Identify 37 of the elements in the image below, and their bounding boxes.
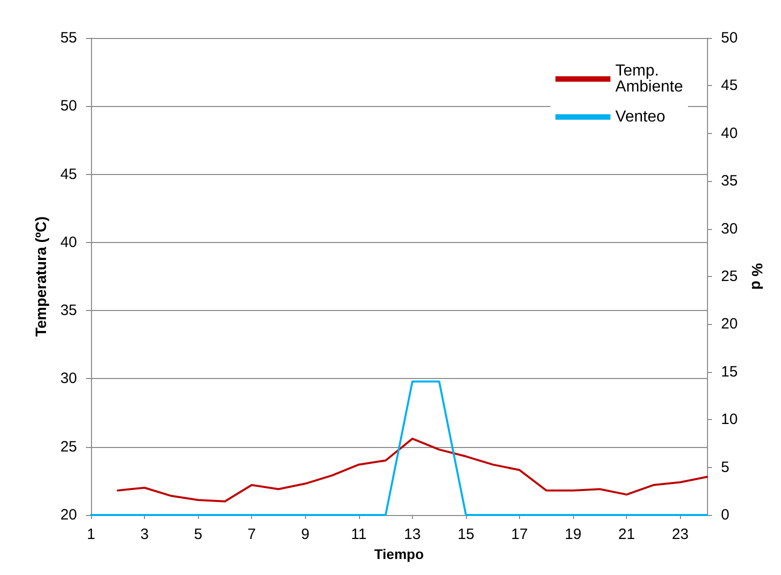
y-tick-label: 35: [60, 302, 77, 320]
y2-tick-label: 45: [721, 77, 738, 94]
y2-tick-label: 20: [721, 316, 738, 333]
y2-tick-label: 40: [721, 124, 738, 142]
x-tick-label: 17: [511, 526, 528, 543]
legend-label: Temp. Ambiente: [615, 62, 684, 96]
y2-tick-label: 30: [721, 220, 738, 238]
y2-tick-label: 0: [721, 506, 730, 524]
line-series: [116, 438, 708, 502]
y-tick-label: 40: [60, 234, 77, 251]
y-tick-label: 30: [60, 370, 77, 388]
x-tick-label: 15: [458, 526, 474, 543]
x-tick-label: 19: [564, 526, 582, 543]
y2-tick-label: 35: [721, 172, 738, 190]
y2-tick-label: 5: [721, 458, 730, 476]
y-tick-label: 45: [60, 166, 77, 183]
y2-tick-label: 15: [721, 363, 738, 380]
x-tick-label: 3: [140, 526, 149, 543]
legend-label: Venteo: [615, 108, 666, 126]
x-tick-label: 1: [86, 526, 96, 543]
y-tick-label: 50: [60, 98, 77, 115]
y2-tick-label: 25: [721, 268, 738, 285]
x-axis-title: Tiempo: [374, 546, 424, 562]
x-tick-label: 7: [248, 526, 256, 543]
x-tick-label: 11: [351, 526, 367, 543]
x-tick-label: 5: [194, 526, 202, 543]
y-tick-label: 20: [60, 506, 77, 524]
x-tick-label: 21: [618, 526, 635, 543]
y-axis-title: Temperatura (ºC): [33, 216, 50, 337]
y-tick-label: 25: [60, 438, 77, 456]
x-tick-label: 23: [672, 526, 689, 543]
y2-axis-title: % d: [748, 263, 765, 290]
y-tick-label: 55: [60, 30, 77, 46]
y2-tick-label: 50: [721, 30, 738, 46]
x-tick-label: 13: [404, 526, 421, 543]
y2-tick-label: 10: [721, 411, 738, 428]
x-tick-label: 9: [301, 526, 310, 543]
